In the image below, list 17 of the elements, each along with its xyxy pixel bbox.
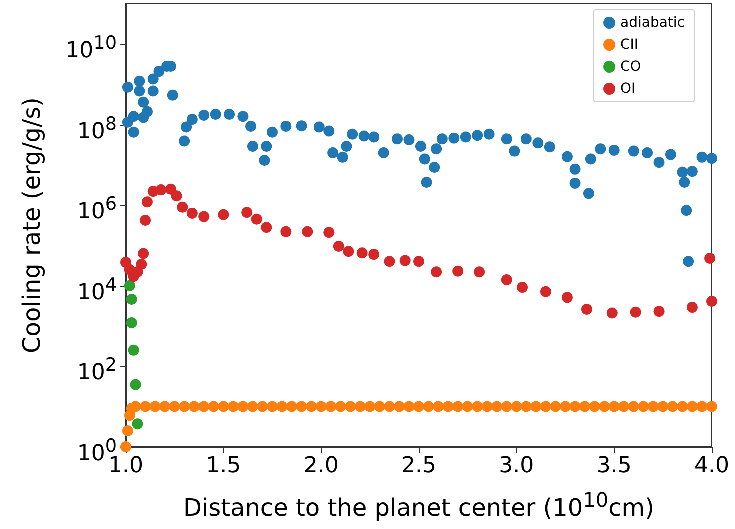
y-axis-title: Cooling rate (erg/g/s) (18, 98, 46, 354)
y-tick-label: 10$^{10}$ (66, 32, 117, 64)
legend-label: CO (620, 59, 642, 75)
x-tick-label: 3.5 (596, 454, 632, 478)
x-tick-label: 2.5 (402, 454, 436, 478)
x-tick-label: 3.0 (499, 454, 534, 478)
x-axis-title: Distance to the planet center (10$^{10}$cm) (182, 488, 656, 522)
legend-label: CII (620, 37, 639, 53)
x-tick-label: 2.0 (304, 454, 339, 478)
x-tick-label: 1.5 (206, 454, 242, 478)
y-tick-label: 10$^{6}$ (77, 193, 117, 225)
x-tick-label: 4.0 (694, 454, 730, 478)
y-tick-label: 10$^{8}$ (77, 112, 117, 144)
y-tick-label: 10$^{4}$ (77, 274, 117, 306)
y-tick-label: 10$^{2}$ (77, 354, 117, 386)
legend-label: adiabatic (620, 15, 686, 31)
legend-label: OI (620, 81, 636, 97)
